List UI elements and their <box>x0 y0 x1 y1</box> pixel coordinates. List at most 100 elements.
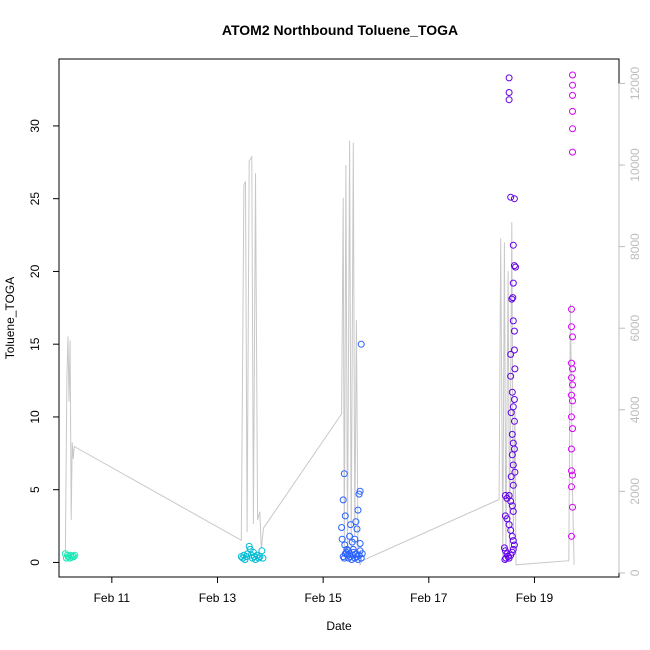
data-point <box>569 148 576 156</box>
data-point <box>510 417 518 425</box>
y2-axis: 0 2000 4000 6000 8000 10000 12000 <box>618 66 642 576</box>
data-point <box>354 506 362 514</box>
data-point <box>568 323 575 331</box>
data-point <box>569 107 576 115</box>
data-point <box>353 525 361 533</box>
y2-tick-label: 4000 <box>628 396 642 423</box>
data-point <box>509 294 517 302</box>
data-point <box>568 532 575 540</box>
data-point <box>568 467 575 475</box>
data-point <box>338 535 346 543</box>
data-point <box>511 365 519 373</box>
data-point <box>569 81 576 89</box>
data-point <box>500 544 508 552</box>
data-point <box>356 487 364 495</box>
y-axis-label: Toluene_TOGA <box>3 277 17 360</box>
series-5 <box>568 71 576 540</box>
data-point <box>569 471 576 479</box>
data-point <box>569 503 576 511</box>
data-point <box>346 532 354 540</box>
series-2 <box>237 542 267 563</box>
data-point <box>569 397 576 405</box>
data-point <box>505 89 513 96</box>
data-point <box>245 542 253 550</box>
data-point <box>505 96 513 104</box>
data-point <box>508 548 516 556</box>
data-point <box>510 327 518 335</box>
y2-tick-label: 12000 <box>628 66 642 100</box>
y-tick-label: 0 <box>28 559 42 566</box>
data-point <box>354 556 362 563</box>
data-point <box>509 508 517 515</box>
x-axis-label: Date <box>326 619 352 633</box>
data-point <box>509 403 517 411</box>
data-point <box>357 554 365 562</box>
data-point <box>509 461 517 469</box>
data-point <box>569 71 576 79</box>
x-tick-label: Feb 17 <box>410 591 448 605</box>
data-point <box>508 532 516 540</box>
data-point <box>505 74 513 82</box>
data-point <box>510 262 518 270</box>
data-point <box>510 346 518 354</box>
y2-tick-label: 0 <box>628 569 642 576</box>
x-axis: Feb 11 Feb 13 Feb 15 Feb 17 Feb 19 <box>94 576 554 605</box>
data-point <box>568 483 575 491</box>
data-point <box>507 497 515 505</box>
data-point <box>71 551 79 559</box>
points-layer <box>61 71 576 563</box>
data-point <box>569 365 576 373</box>
data-point <box>356 540 364 547</box>
data-point <box>259 554 267 562</box>
plot-border <box>58 58 620 578</box>
x-tick-label: Feb 11 <box>94 591 131 605</box>
y-tick-label: 30 <box>28 119 42 133</box>
data-point <box>510 541 518 549</box>
y-axis: 0 5 10 15 20 25 30 <box>28 119 60 566</box>
data-point <box>509 317 517 325</box>
data-point <box>569 125 576 133</box>
altitude-layer <box>64 140 575 567</box>
y-tick-label: 15 <box>28 337 42 351</box>
data-point <box>502 554 510 562</box>
data-point <box>569 381 576 389</box>
data-point <box>568 445 575 453</box>
data-point <box>512 263 519 271</box>
data-point <box>509 537 517 545</box>
data-point <box>569 91 576 99</box>
y2-tick-label: 2000 <box>628 478 642 505</box>
data-point <box>509 241 517 249</box>
data-point <box>509 545 517 553</box>
data-point <box>507 372 515 380</box>
data-point <box>510 396 518 403</box>
data-point <box>341 541 349 549</box>
data-point <box>507 350 515 358</box>
data-point <box>568 374 575 382</box>
x-tick-label: Feb 15 <box>304 591 342 605</box>
data-point <box>355 490 363 498</box>
data-point <box>508 388 516 396</box>
data-point <box>509 279 517 287</box>
y-tick-label: 20 <box>28 264 42 278</box>
data-point <box>70 553 78 561</box>
y-tick-label: 5 <box>28 486 42 493</box>
data-point <box>347 521 355 529</box>
x-tick-label: Feb 19 <box>516 591 554 605</box>
data-point <box>357 340 365 348</box>
chart-title: ATOM2 Northbound Toluene_TOGA <box>222 22 458 38</box>
data-point <box>511 468 519 476</box>
y2-tick-label: 6000 <box>628 315 642 342</box>
series-1 <box>61 550 79 562</box>
altitude-line <box>64 140 575 567</box>
series-4 <box>500 74 519 563</box>
data-point <box>510 445 518 453</box>
data-point <box>508 451 516 459</box>
data-point <box>352 518 360 526</box>
data-point <box>509 481 517 489</box>
data-point <box>339 496 347 504</box>
y2-tick-label: 8000 <box>628 233 642 260</box>
data-point <box>255 554 263 562</box>
data-point <box>341 512 349 520</box>
